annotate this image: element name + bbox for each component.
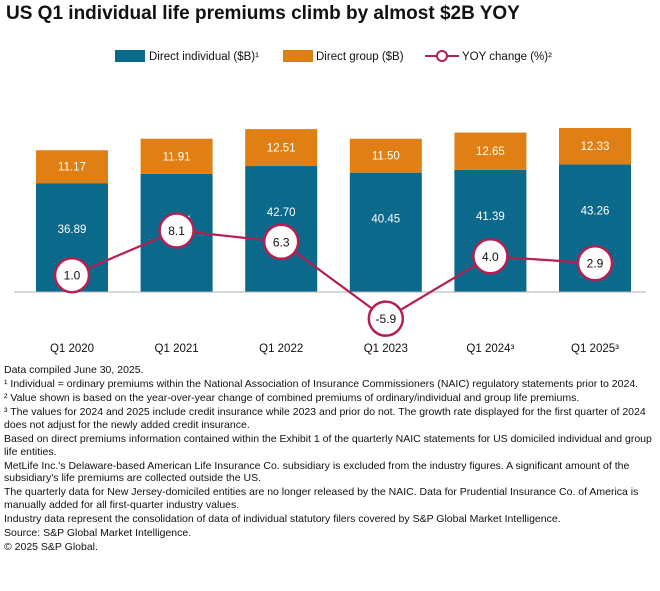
bar-direct-group (245, 129, 318, 167)
yoy-marker (158, 212, 195, 249)
bar-label-direct-individual: 41.39 (476, 211, 505, 223)
bar-direct-group (140, 138, 213, 174)
legend: Direct individual ($B)¹ Direct group ($B)… (115, 50, 552, 63)
yoy-label: 2.9 (587, 257, 604, 271)
yoy-label: 8.1 (168, 224, 185, 238)
footnote: © 2025 S&P Global. (4, 541, 98, 554)
bar-label-direct-group: 11.17 (58, 162, 86, 174)
yoy-label: 1.0 (64, 269, 81, 283)
stacked-bar-line-chart: Direct individual ($B)¹ Direct group ($B)… (14, 50, 646, 355)
footnote: Based on direct premiums information con… (4, 432, 652, 458)
bar-label-direct-individual: 40.45 (371, 214, 400, 226)
bar-label-direct-group: 11.50 (372, 151, 400, 163)
bar-label-direct-group: 12.33 (581, 141, 610, 153)
bar-label-direct-group: 12.65 (476, 146, 505, 158)
legend-marker-yoy (436, 50, 448, 62)
footnote: Industry data represent the consolidatio… (4, 513, 561, 526)
legend-swatch-direct-group (283, 50, 313, 62)
footnotes: Data compiled June 30, 2025. ¹ Individual… (4, 364, 656, 555)
x-tick-label: Q1 2024³ (466, 343, 514, 355)
legend-label-direct-group: Direct group ($B) (316, 51, 404, 63)
bar-direct-group (349, 138, 422, 173)
bars: 36.8911.1740.0411.9142.7012.5140.4511.50… (36, 128, 631, 292)
yoy-marker (262, 223, 300, 261)
yoy-marker (53, 256, 91, 294)
bar-direct-group (454, 132, 527, 170)
bar-label-direct-individual: 43.26 (581, 205, 610, 217)
legend-label-yoy: YOY change (%)² (462, 51, 552, 63)
footnote: Source: S&P Global Market Intelligence. (4, 527, 192, 540)
x-tick-label: Q1 2021 (155, 343, 199, 355)
bar-direct-group (559, 128, 631, 165)
yoy-line-layer: 1.0 8.1 6.3 -5.9 4.0 2.9 (53, 212, 614, 337)
bar-label-direct-individual: 42.70 (267, 207, 296, 219)
bar-direct-individual (349, 172, 422, 292)
yoy-marker (576, 244, 614, 282)
footnote: MetLife Inc.'s Delaware-based American L… (4, 459, 630, 485)
x-tick-label: Q1 2020 (50, 343, 94, 355)
x-tick-label: Q1 2025³ (571, 343, 619, 355)
bar-label-direct-individual: 36.89 (58, 224, 87, 236)
bar-label-direct-group: 12.51 (267, 143, 296, 155)
footnote: ² Value shown is based on the year-over-… (4, 392, 580, 405)
yoy-marker (367, 300, 405, 337)
x-tick-label: Q1 2022 (259, 343, 303, 355)
footnote: Data compiled June 30, 2025. (4, 364, 144, 376)
yoy-label: 4.0 (482, 250, 499, 264)
x-tick-label: Q1 2023 (364, 343, 408, 355)
yoy-label: 6.3 (273, 235, 290, 249)
legend-label-direct-individual: Direct individual ($B)¹ (149, 51, 259, 63)
footnote: ¹ Individual = ordinary premiums within … (4, 378, 639, 391)
footnote: The quarterly data for New Jersey-domici… (4, 486, 639, 511)
legend-swatch-direct-individual (115, 50, 145, 62)
yoy-marker (472, 238, 509, 275)
yoy-label: -5.9 (375, 312, 396, 326)
bar-direct-group (36, 150, 108, 184)
footnote: ³ The values for 2024 and 2025 include c… (4, 406, 646, 431)
bar-label-direct-group: 11.91 (163, 151, 191, 163)
chart-title: US Q1 individual life premiums climb by … (6, 3, 520, 24)
x-tick-labels: Q1 2020 Q1 2021 Q1 2022 Q1 2023 Q1 2024³ Q1 2… (50, 343, 619, 355)
